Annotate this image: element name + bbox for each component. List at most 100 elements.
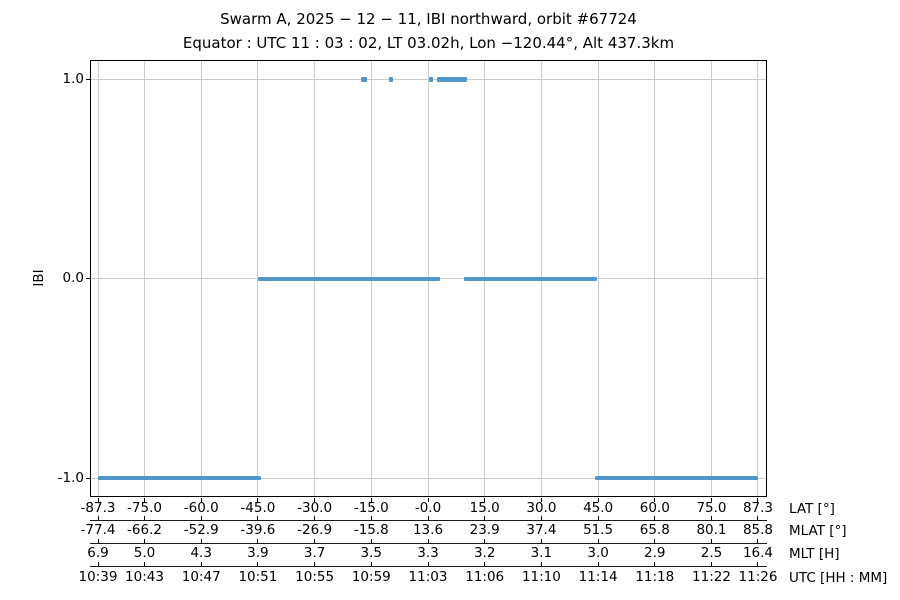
chart-title-line2: Equator : UTC 11 : 03 : 02, LT 03.02h, L… xyxy=(182,34,675,52)
x-tick-mlt xyxy=(710,539,712,543)
y-tick xyxy=(86,79,90,81)
x-tick-mlt xyxy=(757,539,759,543)
x-tick-label-lat: -87.3 xyxy=(80,500,116,516)
x-axis-name-mlat: MLAT [°] xyxy=(789,523,847,539)
x-tick-label-utc: 11:18 xyxy=(635,569,675,585)
x-tick-mlt xyxy=(484,539,486,543)
x-tick-lat xyxy=(427,497,429,502)
x-tick-utc xyxy=(97,562,99,566)
x-tick-label-lat: -60.0 xyxy=(183,500,219,516)
x-gridline xyxy=(654,60,656,496)
chart-title: Swarm A, 2025 − 12 − 11, IBI northward, … xyxy=(90,7,767,55)
ibi-data-segment xyxy=(429,77,433,83)
x-tick-mlt xyxy=(97,539,99,543)
x-tick-label-utc: 11:22 xyxy=(692,569,731,585)
x-tick-lat xyxy=(710,497,712,502)
ibi-data-segment xyxy=(595,476,758,481)
x-tick-label-mlt: 3.2 xyxy=(473,545,496,561)
x-tick-label-utc: 10:43 xyxy=(125,569,164,585)
x-tick-label-lat: -45.0 xyxy=(240,500,276,516)
x-tick-label-mlt: 16.4 xyxy=(742,545,774,561)
x-subaxis-spine-utc xyxy=(90,566,767,568)
x-tick-label-mlt: 3.3 xyxy=(417,545,439,561)
x-tick-label-utc: 11:03 xyxy=(408,569,448,585)
x-tick-label-mlt: 3.5 xyxy=(360,545,383,561)
y-gridline xyxy=(90,477,766,479)
y-gridline xyxy=(90,79,766,81)
x-tick-utc xyxy=(200,562,202,566)
x-tick-utc xyxy=(257,562,259,566)
x-tick-label-mlt: 3.7 xyxy=(303,545,326,561)
x-tick-mlat xyxy=(370,516,372,520)
x-tick-label-mlt: 2.9 xyxy=(644,545,666,561)
x-tick-label-mlat: -52.9 xyxy=(183,522,219,538)
ibi-data-segment xyxy=(463,276,597,281)
x-tick-lat xyxy=(757,497,759,502)
x-tick-utc xyxy=(654,562,656,566)
x-tick-mlt xyxy=(540,539,542,543)
ibi-data-segment xyxy=(389,77,393,83)
ibi-data-segment xyxy=(437,77,467,83)
x-tick-label-lat: -30.0 xyxy=(297,500,333,516)
x-axis-name-mlt: MLT [H] xyxy=(789,546,840,562)
x-tick-lat xyxy=(144,497,145,502)
x-tick-mlt xyxy=(654,539,656,543)
x-tick-label-utc: 10:47 xyxy=(181,569,221,585)
x-tick-label-mlt: 3.0 xyxy=(587,545,609,561)
x-tick-mlt xyxy=(257,539,259,543)
x-tick-label-lat: -75.0 xyxy=(127,500,162,516)
x-tick-utc xyxy=(370,562,372,566)
x-tick-label-lat: -15.0 xyxy=(353,500,389,516)
x-tick-utc xyxy=(314,562,316,566)
x-tick-mlat xyxy=(427,516,429,520)
x-gridline xyxy=(597,60,599,496)
x-tick-utc xyxy=(757,562,759,566)
x-tick-label-mlt: 5.0 xyxy=(133,545,156,561)
ibi-data-segment xyxy=(361,77,368,83)
x-tick-label-lat: 30.0 xyxy=(526,500,557,516)
x-tick-lat xyxy=(257,497,259,502)
y-tick xyxy=(86,278,90,280)
x-tick-label-mlat: 23.9 xyxy=(469,522,500,538)
x-tick-mlt xyxy=(144,539,145,543)
y-tick xyxy=(86,477,90,479)
x-tick-mlat xyxy=(597,516,599,520)
x-tick-label-lat: -0.0 xyxy=(414,500,442,516)
x-tick-mlt xyxy=(370,539,372,543)
x-tick-label-utc: 10:59 xyxy=(351,569,391,585)
x-tick-utc xyxy=(597,562,599,566)
x-gridline xyxy=(710,60,712,496)
x-tick-lat xyxy=(97,497,99,502)
x-tick-mlat xyxy=(257,516,259,520)
x-tick-label-utc: 10:39 xyxy=(78,569,118,585)
x-gridline xyxy=(144,60,145,496)
x-tick-label-mlat: 51.5 xyxy=(583,522,614,538)
x-tick-mlt xyxy=(597,539,599,543)
x-tick-label-lat: 60.0 xyxy=(639,500,670,516)
x-tick-utc xyxy=(427,562,429,566)
x-tick-label-mlat: -77.4 xyxy=(80,522,116,538)
x-tick-label-mlat: 85.8 xyxy=(742,522,774,538)
y-tick-label: 0.0 xyxy=(62,270,84,287)
x-tick-utc xyxy=(484,562,486,566)
x-tick-label-utc: 10:55 xyxy=(295,569,335,585)
x-tick-lat xyxy=(314,497,316,502)
x-tick-utc xyxy=(540,562,542,566)
x-tick-mlt xyxy=(314,539,316,543)
x-tick-lat xyxy=(597,497,599,502)
x-tick-label-mlt: 3.1 xyxy=(530,545,553,561)
x-tick-utc xyxy=(144,562,145,566)
x-tick-label-mlt: 4.3 xyxy=(190,545,212,561)
x-tick-mlat xyxy=(757,516,759,520)
x-tick-mlat xyxy=(144,516,145,520)
x-tick-label-mlt: 6.9 xyxy=(87,545,109,561)
x-tick-label-lat: 45.0 xyxy=(583,500,614,516)
x-tick-label-utc: 11:26 xyxy=(738,569,778,585)
x-subaxis-spine-mlat xyxy=(90,520,767,522)
x-tick-lat xyxy=(654,497,656,502)
x-tick-label-lat: 87.3 xyxy=(742,500,774,516)
x-tick-label-mlat: 37.4 xyxy=(526,522,557,538)
x-tick-label-mlat: 80.1 xyxy=(696,522,727,538)
x-gridline xyxy=(97,60,99,496)
